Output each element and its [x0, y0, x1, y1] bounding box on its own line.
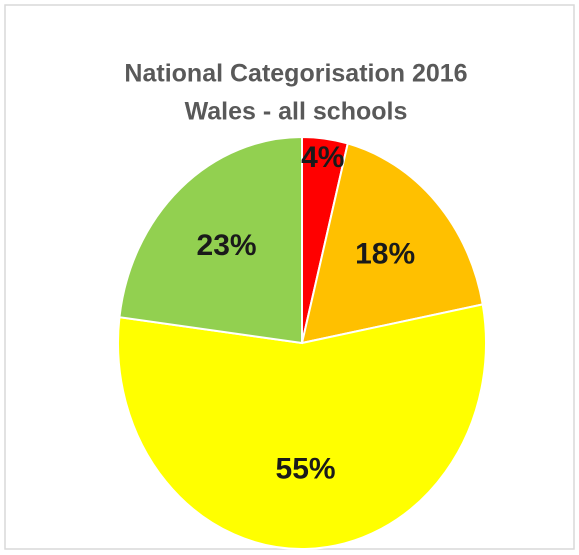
pie-slice — [117, 303, 487, 550]
pie-slice — [300, 142, 484, 345]
pie — [117, 135, 487, 550]
data-label: 4% — [301, 141, 344, 174]
pie-slice — [118, 135, 303, 345]
data-label: 55% — [276, 453, 336, 486]
chart-subtitle: Wales - all schools — [185, 98, 408, 126]
chart-title: National Categorisation 2016 — [124, 60, 467, 88]
data-label: 18% — [355, 237, 415, 270]
data-label: 23% — [197, 229, 257, 262]
data-labels: 4% 18% 55% 23% — [197, 141, 416, 486]
